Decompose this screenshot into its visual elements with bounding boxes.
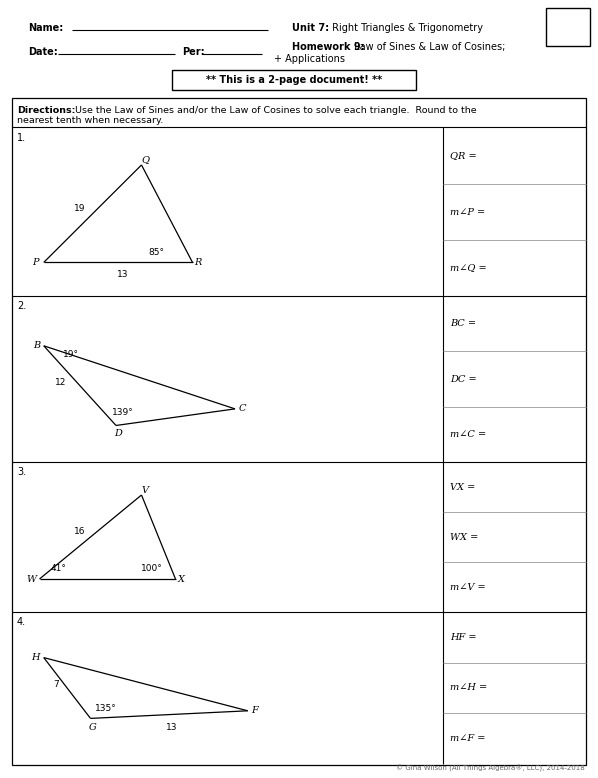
Text: HF =: HF = bbox=[450, 633, 477, 642]
Text: Right Triangles & Trigonometry: Right Triangles & Trigonometry bbox=[329, 23, 483, 33]
Text: m∠V =: m∠V = bbox=[450, 583, 486, 591]
Text: Name:: Name: bbox=[28, 23, 63, 33]
Text: 7: 7 bbox=[54, 681, 59, 689]
Text: 1.: 1. bbox=[17, 133, 26, 143]
Bar bbox=[546, 8, 590, 46]
Text: m∠F =: m∠F = bbox=[450, 734, 486, 743]
Text: Date:: Date: bbox=[28, 47, 58, 57]
Text: m∠P =: m∠P = bbox=[450, 208, 485, 216]
Text: D: D bbox=[114, 429, 122, 438]
Text: Homework 9:: Homework 9: bbox=[292, 42, 365, 52]
Text: Directions:: Directions: bbox=[17, 106, 75, 115]
Text: 19°: 19° bbox=[63, 350, 80, 359]
Text: W: W bbox=[26, 574, 36, 584]
Text: Use the Law of Sines and/or the Law of Cosines to solve each triangle.  Round to: Use the Law of Sines and/or the Law of C… bbox=[72, 106, 477, 115]
Text: © Gina Wilson (All Things Algebra®, LLC), 2014-2018: © Gina Wilson (All Things Algebra®, LLC)… bbox=[396, 765, 585, 772]
Text: Q: Q bbox=[142, 156, 150, 164]
Text: + Applications: + Applications bbox=[274, 54, 346, 64]
Text: Unit 7:: Unit 7: bbox=[292, 23, 329, 33]
Text: 4.: 4. bbox=[17, 617, 26, 627]
Text: Law of Sines & Law of Cosines;: Law of Sines & Law of Cosines; bbox=[351, 42, 505, 52]
Text: nearest tenth when necessary.: nearest tenth when necessary. bbox=[17, 116, 163, 125]
Text: DC =: DC = bbox=[450, 374, 477, 384]
Text: V: V bbox=[141, 485, 148, 495]
Text: 19: 19 bbox=[74, 204, 86, 213]
Text: m∠Q =: m∠Q = bbox=[450, 264, 487, 272]
Text: F: F bbox=[251, 706, 258, 715]
Text: m∠H =: m∠H = bbox=[450, 684, 487, 692]
Text: 13: 13 bbox=[117, 270, 128, 279]
Text: 2.: 2. bbox=[17, 301, 26, 311]
Text: 135°: 135° bbox=[94, 704, 116, 713]
Bar bbox=[172, 70, 416, 90]
Text: 100°: 100° bbox=[141, 564, 163, 573]
Text: 85°: 85° bbox=[148, 248, 164, 257]
Text: 12: 12 bbox=[55, 378, 66, 387]
Text: BC =: BC = bbox=[450, 319, 476, 328]
Text: B: B bbox=[33, 342, 40, 350]
Text: 3.: 3. bbox=[17, 467, 26, 477]
Text: X: X bbox=[178, 574, 185, 584]
Text: C: C bbox=[238, 405, 246, 413]
Text: G: G bbox=[89, 723, 96, 732]
Text: H: H bbox=[32, 653, 40, 662]
Text: 41°: 41° bbox=[51, 564, 66, 573]
Text: Per:: Per: bbox=[182, 47, 205, 57]
Text: 139°: 139° bbox=[111, 408, 133, 417]
Text: R: R bbox=[194, 258, 201, 267]
Text: WX =: WX = bbox=[450, 532, 478, 541]
Text: VX =: VX = bbox=[450, 482, 475, 492]
Text: 13: 13 bbox=[166, 723, 177, 732]
Text: 16: 16 bbox=[74, 527, 86, 535]
Text: ** This is a 2-page document! **: ** This is a 2-page document! ** bbox=[206, 75, 382, 85]
Text: QR =: QR = bbox=[450, 152, 477, 160]
Bar bbox=[12, 98, 586, 765]
Text: P: P bbox=[32, 258, 39, 267]
Text: m∠C =: m∠C = bbox=[450, 429, 486, 439]
